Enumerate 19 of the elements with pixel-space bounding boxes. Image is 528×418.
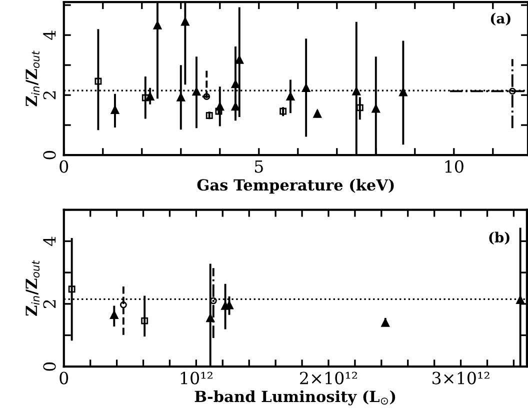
x-tick-label: 10 bbox=[445, 160, 464, 173]
y-tick-label: 2 bbox=[43, 300, 56, 308]
x-tick-label: 0 bbox=[60, 160, 68, 173]
x-axis-title: Gas Temperature (keV) bbox=[197, 178, 394, 194]
y-axis-title: Z$_{in}$/Z$_{out}$ bbox=[26, 50, 40, 106]
x-tick-label: 5 bbox=[255, 160, 263, 173]
x-tick-label: 3×10¹² bbox=[432, 372, 490, 384]
y-tick-label: 0 bbox=[43, 362, 56, 371]
y-tick-label: 4 bbox=[43, 236, 56, 246]
y-tick-label: 4 bbox=[43, 30, 56, 40]
x-tick-label: 0 bbox=[60, 372, 68, 384]
y-tick-label: 0 bbox=[43, 150, 56, 160]
annotation: (a) bbox=[490, 12, 510, 26]
x-tick-label: 10¹² bbox=[180, 372, 212, 384]
annotation: (b) bbox=[489, 232, 510, 244]
x-tick-label: 2×10¹² bbox=[300, 372, 358, 384]
y-axis-title: Z$_{in}$/Z$_{out}$ bbox=[26, 260, 40, 316]
y-tick-label: 2 bbox=[43, 91, 56, 100]
x-axis-title: B-band Luminosity (L$_{⊙}$) bbox=[194, 390, 396, 406]
